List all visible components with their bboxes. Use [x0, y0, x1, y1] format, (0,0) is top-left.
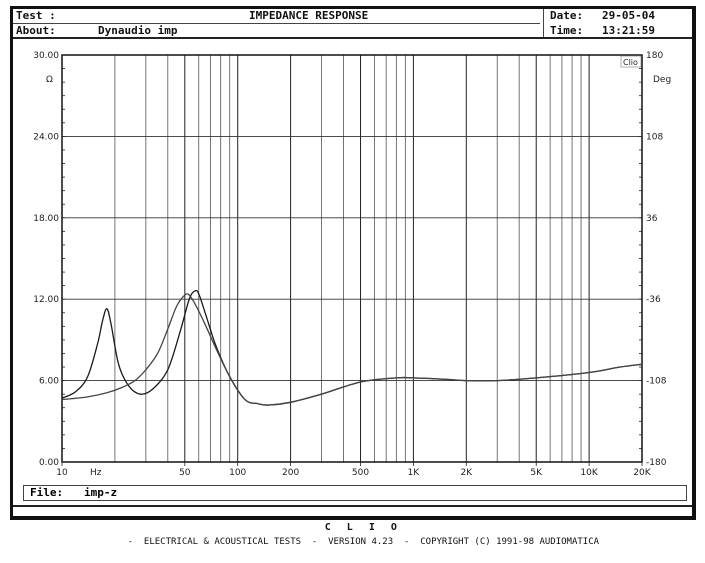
y2-tick-label: -36 [646, 295, 661, 305]
impedance-curve [61, 293, 643, 406]
x-tick-label: 1K [408, 468, 421, 478]
x-tick-label: 100 [229, 468, 246, 478]
y2-tick-label: 36 [646, 214, 658, 224]
time-value: 13:21:59 [602, 24, 655, 37]
y-tick-label: 6.00 [39, 377, 59, 387]
x-tick-label: 50 [179, 468, 191, 478]
footer-bar: C L I O - ELECTRICAL & ACOUSTICAL TESTS … [13, 505, 692, 547]
clio-report-window: Test : IMPEDANCE RESPONSE About: Dynaudi… [10, 6, 696, 547]
x-axis-unit: Hz [90, 468, 102, 478]
report-title: IMPEDANCE RESPONSE [249, 9, 369, 22]
header-divider [13, 23, 540, 24]
time-label: Time: [550, 24, 584, 37]
y-tick-label: 0.00 [39, 458, 59, 468]
y-tick-label: 24.00 [33, 132, 59, 142]
file-field: File: imp-z [23, 485, 687, 501]
about-label: About: [16, 24, 56, 37]
impedance-chart: 0.00 6.00 12.00 18.00 24.00 30.00 -180 -108 -36 3… [33, 51, 671, 478]
header-vertical-divider [543, 9, 544, 38]
y-tick-label: 30.00 [33, 51, 59, 61]
x-tick-label: 20K [633, 468, 651, 478]
clio-brand-box [620, 55, 642, 68]
x-tick-label: 10 [56, 468, 68, 478]
about-value: Dynaudio imp [98, 24, 178, 37]
file-label: File: [30, 486, 64, 499]
file-value: imp-z [84, 486, 118, 499]
x-tick-label: 10K [580, 468, 598, 478]
header-bottom-rule [13, 37, 692, 39]
x-tick-label: 500 [352, 468, 369, 478]
impedance-curves [61, 289, 643, 406]
chart-grid [62, 55, 642, 462]
y2-tick-label: -180 [646, 458, 667, 468]
x-tick-label: 5K [530, 468, 543, 478]
y2-tick-label: -108 [646, 377, 667, 387]
footer-brand: C L I O [324, 522, 402, 533]
axis-ticks: 0.00 6.00 12.00 18.00 24.00 30.00 -180 -108 -36 3… [33, 51, 666, 478]
test-label: Test : [16, 9, 56, 22]
y2-tick-label: 180 [646, 51, 663, 61]
footer-text: - ELECTRICAL & ACOUSTICAL TESTS - VERSIO… [127, 537, 600, 547]
right-axis-unit: Deg [653, 75, 671, 85]
y-tick-label: 12.00 [33, 295, 59, 305]
clio-brand-label: Clio [623, 58, 638, 67]
y-tick-label: 18.00 [33, 214, 59, 224]
x-tick-label: 200 [282, 468, 299, 478]
y2-tick-label: 108 [646, 132, 663, 142]
impedance-curve [61, 289, 643, 406]
date-label: Date: [550, 9, 584, 22]
x-tick-label: 2K [460, 468, 473, 478]
date-value: 29-05-04 [602, 9, 655, 22]
header-panel: Test : IMPEDANCE RESPONSE About: Dynaudi… [16, 9, 543, 38]
plot-border [61, 54, 643, 463]
left-axis-unit: Ω [46, 75, 53, 85]
